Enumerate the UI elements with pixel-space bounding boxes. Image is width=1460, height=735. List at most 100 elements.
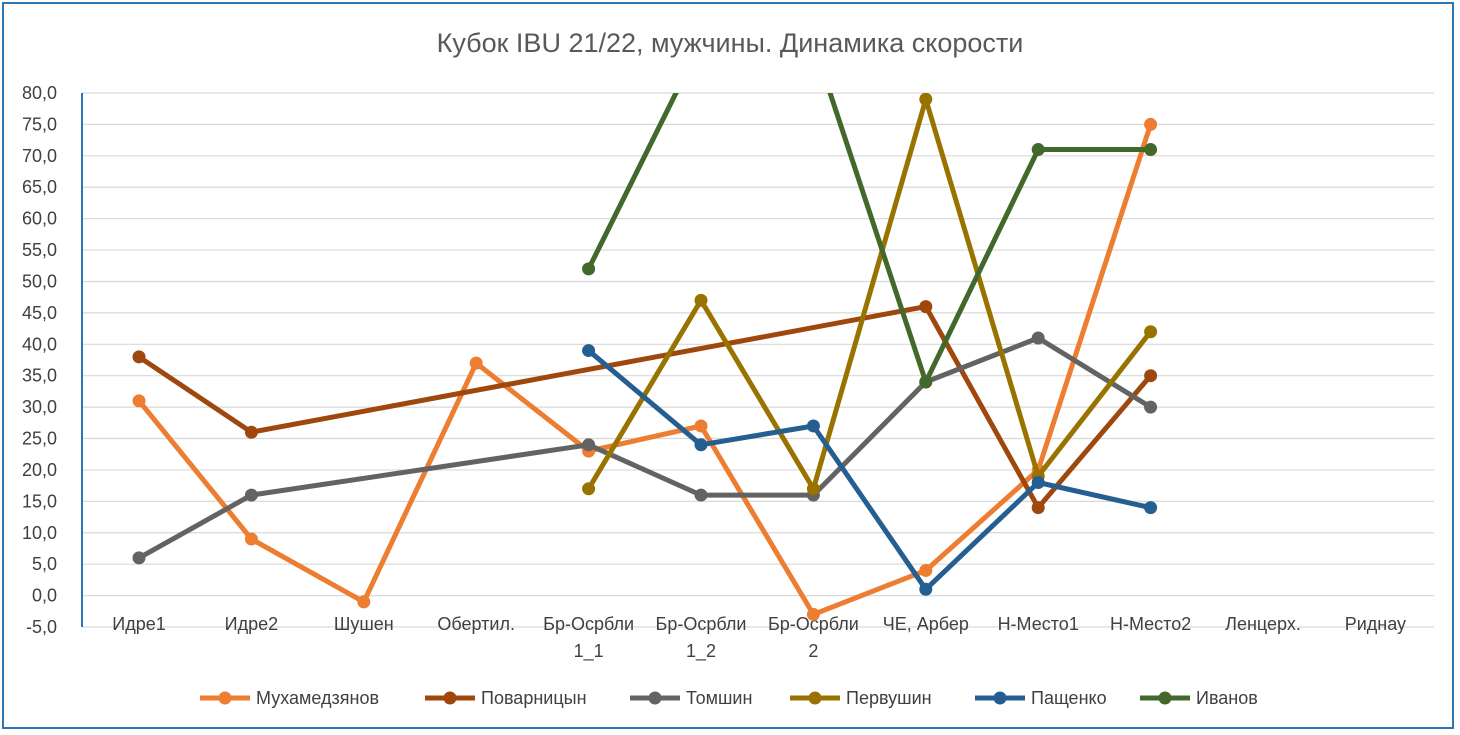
x-tick-label: ЧЕ, Арбер [883, 614, 969, 634]
legend-marker [993, 691, 1007, 705]
legend-item: Томшин [630, 688, 752, 708]
data-point [1144, 143, 1158, 157]
data-point [582, 438, 596, 452]
data-point [582, 482, 596, 496]
y-tick-label: 65,0 [22, 177, 57, 197]
y-tick-label: 35,0 [22, 366, 57, 386]
data-point [919, 563, 933, 577]
x-tick-label: 2 [808, 641, 818, 661]
y-tick-label: 15,0 [22, 491, 57, 511]
data-point [806, 419, 820, 433]
legend-marker [648, 691, 662, 705]
legend-label: Поварницын [481, 688, 587, 708]
legend-marker [1158, 691, 1172, 705]
data-point [1031, 143, 1045, 157]
data-point [1031, 501, 1045, 515]
data-point [244, 532, 258, 546]
data-point [244, 425, 258, 439]
y-tick-label: 20,0 [22, 460, 57, 480]
legend-label: Мухамедзянов [256, 688, 379, 708]
data-point [694, 293, 708, 307]
y-tick-label: 0,0 [32, 586, 57, 606]
x-tick-label: Бр-Осрбли [656, 614, 747, 634]
data-point [357, 595, 371, 609]
legend-label: Первушин [846, 688, 932, 708]
data-point [244, 488, 258, 502]
data-point [1144, 400, 1158, 414]
data-point [694, 438, 708, 452]
x-tick-label: Риднау [1345, 614, 1406, 634]
series-line [137, 335, 1152, 561]
series-Томшин [132, 331, 1158, 565]
data-point [1144, 325, 1158, 339]
x-axis-ticks: Идре1 Идре2 Шушен Обертил. Бр-Осрбли 1_1 Бр-Ос… [112, 614, 1406, 662]
y-tick-label: 40,0 [22, 334, 57, 354]
series-line [586, 93, 1151, 385]
x-tick-label: Идре2 [225, 614, 278, 634]
data-point [132, 394, 146, 408]
data-point [132, 350, 146, 364]
data-point [919, 582, 933, 596]
y-tick-label: 60,0 [22, 209, 57, 229]
data-point [806, 607, 820, 621]
data-point [1031, 331, 1045, 345]
series-Иванов [582, 93, 1158, 389]
legend-marker [808, 691, 822, 705]
x-tick-label: Н-Место2 [1110, 614, 1191, 634]
series-line [586, 96, 1153, 492]
x-tick-label: Н-Место1 [998, 614, 1079, 634]
y-tick-label: -5,0 [26, 617, 57, 637]
legend: Мухамедзянов Поварницын Томшин Первушин Паще… [200, 688, 1258, 708]
y-tick-label: 30,0 [22, 397, 57, 417]
data-point [582, 262, 596, 276]
data-point [919, 300, 933, 314]
series-Мухамедзянов [132, 117, 1158, 621]
series-Поварницын [132, 300, 1158, 515]
y-tick-label: 70,0 [22, 146, 57, 166]
y-tick-label: 10,0 [22, 523, 57, 543]
data-point [1031, 476, 1045, 490]
x-tick-label: Идре1 [112, 614, 165, 634]
data-point [1144, 369, 1158, 383]
legend-label: Иванов [1196, 688, 1258, 708]
y-tick-label: 50,0 [22, 271, 57, 291]
legend-marker [218, 691, 232, 705]
x-tick-label: Шушен [334, 614, 394, 634]
data-point [919, 375, 933, 389]
x-tick-label: 1_1 [574, 641, 604, 662]
chart-title: Кубок IBU 21/22, мужчины. Динамика скоро… [437, 28, 1024, 58]
legend-item: Иванов [1140, 688, 1258, 708]
data-point [919, 93, 933, 106]
legend-marker [443, 691, 457, 705]
x-tick-label: Обертил. [437, 614, 515, 634]
series-line [137, 123, 1153, 617]
data-point [582, 344, 596, 358]
data-point [1144, 117, 1158, 131]
series-Пащенко [582, 344, 1158, 596]
series-layer [132, 93, 1158, 621]
gridlines [81, 92, 1434, 628]
series-line [586, 348, 1152, 592]
data-point [132, 551, 146, 565]
x-tick-label: Ленцерх. [1225, 614, 1301, 634]
legend-item: Первушин [790, 688, 932, 708]
y-tick-label: 25,0 [22, 429, 57, 449]
data-point [806, 482, 820, 496]
y-axis-ticks: -5,0 0,0 5,0 10,0 15,0 20,0 25,0 30,0 35,0 40,0 45… [22, 83, 57, 637]
legend-item: Мухамедзянов [200, 688, 379, 708]
legend-item: Поварницын [425, 688, 587, 708]
legend-label: Пащенко [1031, 688, 1107, 708]
legend-item: Пащенко [975, 688, 1107, 708]
y-tick-label: 80,0 [22, 83, 57, 103]
data-point [1144, 501, 1158, 515]
data-point [694, 419, 708, 433]
legend-label: Томшин [686, 688, 752, 708]
y-tick-label: 55,0 [22, 240, 57, 260]
x-tick-label: Бр-Осрбли [543, 614, 634, 634]
y-tick-label: 45,0 [22, 303, 57, 323]
x-tick-label: Бр-Осрбли [768, 614, 859, 634]
data-point [694, 488, 708, 502]
y-tick-label: 75,0 [22, 114, 57, 134]
